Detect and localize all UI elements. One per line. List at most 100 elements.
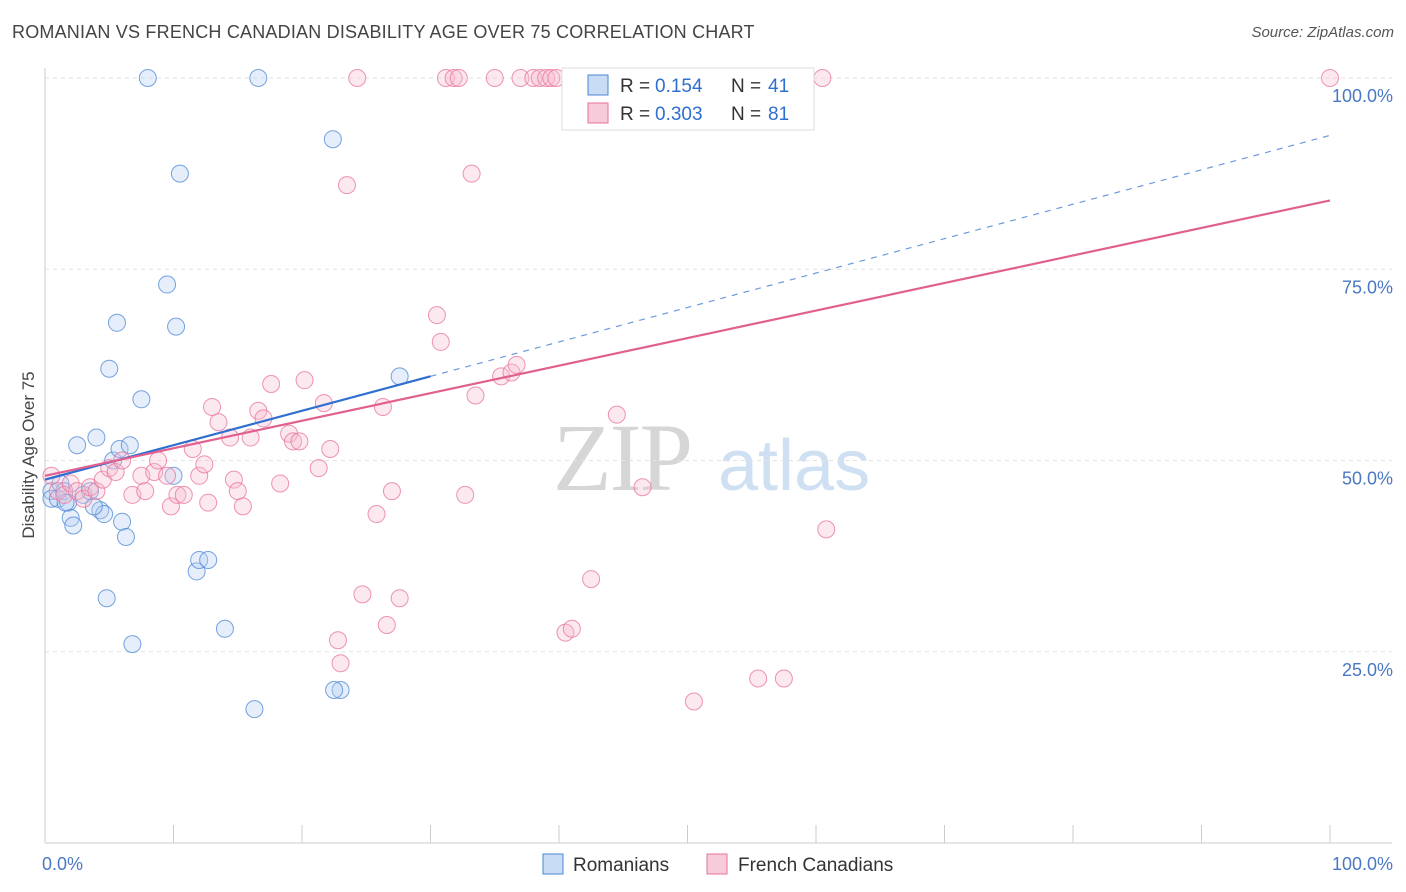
french-point-78 <box>774 669 793 688</box>
romanian-point-23 <box>132 390 151 409</box>
french-point-53 <box>427 306 446 325</box>
romanians-n-value: 41 <box>768 76 789 97</box>
french-point-39 <box>295 371 314 390</box>
french-point-30 <box>233 497 252 516</box>
y-tick-label-75: 75.0% <box>1342 277 1393 297</box>
french-point-79 <box>813 69 832 87</box>
legend-french-label: French Canadians <box>738 855 893 876</box>
french-point-34 <box>262 375 281 393</box>
romanians-n-label: N = <box>731 76 766 97</box>
french-point-24 <box>199 493 218 512</box>
french-point-44 <box>331 654 350 673</box>
french-point-16 <box>149 451 168 470</box>
y-tick-label-100: 100.0% <box>1332 86 1393 106</box>
romanian-point-15 <box>100 359 119 378</box>
romanian-point-24 <box>138 69 157 87</box>
french-point-28 <box>224 470 243 489</box>
romanian-point-10 <box>80 482 99 501</box>
french-point-10 <box>106 462 125 481</box>
french-point-46 <box>348 69 367 87</box>
romanian-point-22 <box>123 635 142 654</box>
french-point-20 <box>174 485 193 504</box>
french-point-51 <box>382 482 401 501</box>
legend-romanians-label: Romanians <box>573 855 669 876</box>
series-legend: Romanians French Canadians <box>542 853 893 876</box>
romanian-point-21 <box>120 436 139 455</box>
french-point-57 <box>449 69 468 87</box>
french-point-48 <box>367 505 386 524</box>
romanian-point-14 <box>97 589 116 608</box>
french-point-7 <box>87 482 106 501</box>
french-point-25 <box>203 397 222 416</box>
romanian-point-33 <box>245 700 264 719</box>
french-point-77 <box>749 669 768 688</box>
french-point-52 <box>390 589 409 608</box>
french-point-61 <box>485 69 504 87</box>
trend-extension-romanians <box>430 134 1331 377</box>
french-point-54 <box>431 332 450 351</box>
romanian-point-20 <box>116 528 135 546</box>
y-tick-label-50: 50.0% <box>1342 469 1393 489</box>
romanian-point-31 <box>199 550 218 569</box>
french-point-23 <box>195 455 214 474</box>
trend-lines <box>44 134 1331 481</box>
y-tick-label-25: 25.0% <box>1342 660 1393 680</box>
french-point-14 <box>136 482 155 501</box>
romanian-point-17 <box>107 313 126 332</box>
french-point-47 <box>353 585 372 604</box>
grid-lines <box>45 77 1392 653</box>
french-point-76 <box>684 692 703 711</box>
french-point-59 <box>462 164 481 183</box>
romanian-point-39 <box>84 497 103 516</box>
romanian-point-32 <box>215 619 234 638</box>
romanian-point-19 <box>113 512 132 531</box>
axes <box>44 68 1392 844</box>
french-point-75 <box>633 478 652 497</box>
romanian-point-34 <box>249 69 268 87</box>
french-point-50 <box>377 615 396 634</box>
french-point-80 <box>817 520 836 539</box>
x-tick-label-max: 100.0% <box>1332 854 1393 874</box>
french-swatch <box>587 102 609 124</box>
french-point-64 <box>507 355 526 374</box>
french-point-40 <box>309 459 328 478</box>
french-point-17 <box>158 466 177 485</box>
french-point-74 <box>607 405 626 424</box>
romanian-point-8 <box>68 436 87 455</box>
romanian-point-29 <box>187 562 206 581</box>
french-point-73 <box>582 570 601 589</box>
french-point-43 <box>328 631 347 650</box>
french-point-81 <box>1321 69 1339 87</box>
french-point-29 <box>228 482 247 501</box>
french-r-value: 0.303 <box>655 104 703 125</box>
series-romanians <box>42 69 409 719</box>
french-point-65 <box>511 69 530 87</box>
romanian-point-27 <box>170 164 189 183</box>
x-tick-labels: 0.0% 100.0% <box>42 854 1393 874</box>
y-tick-labels: 25.0% 50.0% 75.0% 100.0% <box>1332 86 1393 680</box>
romanian-point-4 <box>55 482 74 501</box>
chart-title: ROMANIAN VS FRENCH CANADIAN DISABILITY A… <box>12 22 755 42</box>
trend-line-french-canadians <box>44 199 1331 477</box>
french-point-26 <box>209 413 228 432</box>
stats-legend: R = 0.154 N = 41 R = 0.303 N = 81 <box>561 67 815 131</box>
french-point-69 <box>542 69 561 87</box>
romanians-r-value: 0.154 <box>655 76 703 97</box>
watermark-zip: ZIP <box>553 404 691 511</box>
french-point-56 <box>444 69 463 87</box>
romanian-point-37 <box>325 681 344 699</box>
french-point-58 <box>456 485 475 504</box>
romanian-point-13 <box>95 505 114 524</box>
romanian-point-36 <box>331 681 350 699</box>
romanian-point-11 <box>87 428 106 447</box>
romanian-point-18 <box>110 440 129 459</box>
french-point-60 <box>466 386 485 405</box>
french-point-42 <box>321 440 340 459</box>
french-point-22 <box>190 466 209 485</box>
french-point-45 <box>337 176 356 195</box>
romanians-r-label: R = <box>620 76 655 97</box>
french-point-66 <box>524 69 543 87</box>
watermark-atlas: atlas <box>718 426 870 506</box>
french-n-value: 81 <box>768 104 789 125</box>
